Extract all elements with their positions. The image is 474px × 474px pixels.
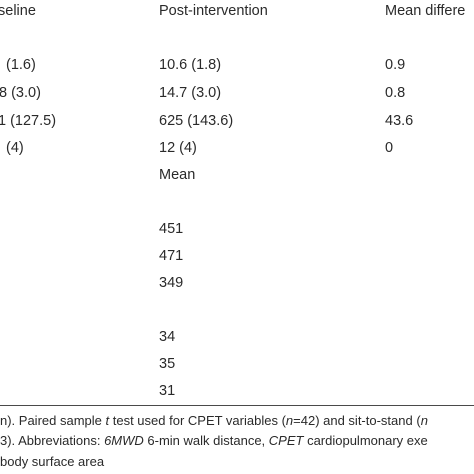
list-item: 349 <box>159 275 184 291</box>
header-baseline: seline <box>0 3 36 19</box>
cell-baseline: (1.6) <box>6 57 36 73</box>
list-item: 471 <box>159 248 184 264</box>
cell-post: 625 (143.6) <box>159 113 234 129</box>
cell-post: 12 (4) <box>159 140 197 156</box>
table-bottom-rule <box>0 405 474 406</box>
footnote-line-1: n). Paired sample t test used for CPET v… <box>0 413 428 428</box>
cell-diff: 43.6 <box>385 113 414 129</box>
footnote-line-3: body surface area <box>0 454 105 469</box>
list-item: 34 <box>159 329 176 345</box>
cell-baseline: 1 (127.5) <box>0 113 57 129</box>
cell-diff: 0.9 <box>385 57 406 73</box>
cell-baseline: (4) <box>6 140 24 156</box>
cell-diff: 0 <box>385 140 394 156</box>
subheader-mean: Mean <box>159 167 196 183</box>
cell-post: 10.6 (1.8) <box>159 57 222 73</box>
list-item: 31 <box>159 383 176 399</box>
list-item: 35 <box>159 356 176 372</box>
header-post-intervention: Post-intervention <box>159 3 268 19</box>
cell-post: 14.7 (3.0) <box>159 85 222 101</box>
header-mean-difference: Mean differe <box>385 3 466 19</box>
cell-diff: 0.8 <box>385 85 406 101</box>
list-item: 451 <box>159 221 184 237</box>
cell-baseline: 8 (3.0) <box>0 85 41 101</box>
footnote-line-2: 3). Abbreviations: 6MWD 6-min walk dista… <box>0 433 428 448</box>
